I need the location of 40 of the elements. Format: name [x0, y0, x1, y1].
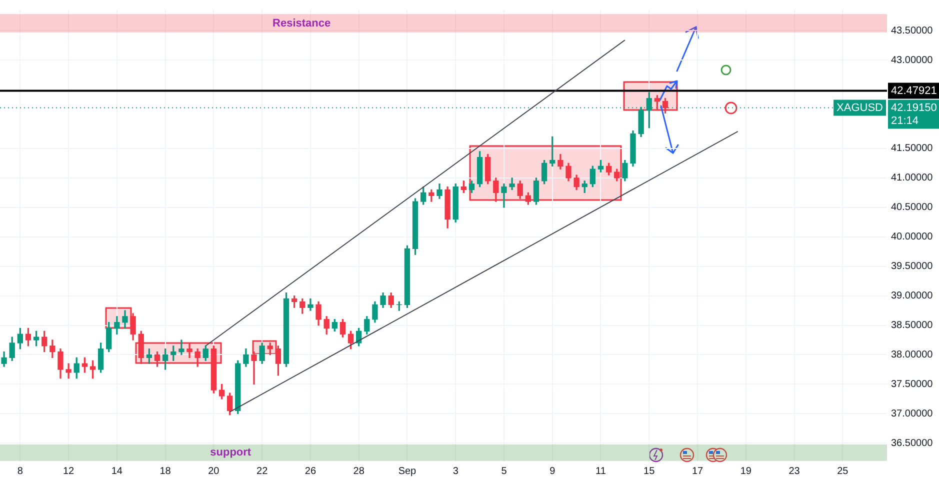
x-tick-label: 20: [208, 466, 220, 477]
annotation: XAGUSD: [836, 102, 884, 114]
x-tick-label: 11: [596, 466, 606, 477]
y-tick-label: 39.00000: [891, 290, 934, 302]
x-tick-label: 22: [256, 466, 268, 477]
y-tick-label: 40.00000: [891, 232, 934, 243]
y-tick-label: 40.50000: [891, 202, 934, 214]
x-tick-label: 3: [452, 466, 459, 477]
x-tick-label: Sep: [398, 466, 417, 477]
x-tick-label: 12: [62, 466, 75, 477]
y-tick-label: 37.50000: [891, 378, 934, 390]
y-tick-label: 41.50000: [891, 143, 934, 154]
y-tick-label: 43.50000: [891, 25, 934, 36]
x-tick-label: 5: [501, 466, 508, 477]
y-tick-label: 38.50000: [891, 320, 934, 332]
x-tick-label: 8: [17, 466, 24, 477]
x-tick-label: 28: [353, 466, 365, 477]
x-tick-label: 14: [111, 466, 123, 477]
text: 21:14: [891, 114, 919, 127]
x-tick-label: 18: [160, 466, 172, 477]
candlestick: [186, 342, 192, 358]
y-tick-label: 41.00000: [891, 172, 934, 184]
band-label: Resistance: [272, 17, 331, 30]
y-tick-label: 38.00000: [891, 349, 934, 360]
y-tick-label: 43.00000: [891, 54, 934, 66]
band-label: support: [210, 446, 252, 459]
y-tick-label: 39.50000: [891, 261, 934, 272]
x-tick-label: 17: [692, 466, 704, 477]
ref-line-label: 42.47921: [891, 84, 937, 97]
x-tick-label: 26: [304, 466, 316, 477]
candlestick: [251, 351, 257, 385]
candlestick: [178, 340, 184, 356]
x-tick-label: 23: [788, 466, 800, 477]
y-tick-label: 37.00000: [891, 408, 934, 420]
ref-line-label: 42.19150: [891, 102, 937, 114]
x-tick-label: 15: [644, 466, 656, 477]
x-tick-label: 9: [550, 466, 556, 477]
x-tick-label: 19: [740, 466, 752, 477]
y-tick-label: 36.50000: [891, 438, 934, 449]
x-tick-label: 25: [837, 466, 849, 477]
